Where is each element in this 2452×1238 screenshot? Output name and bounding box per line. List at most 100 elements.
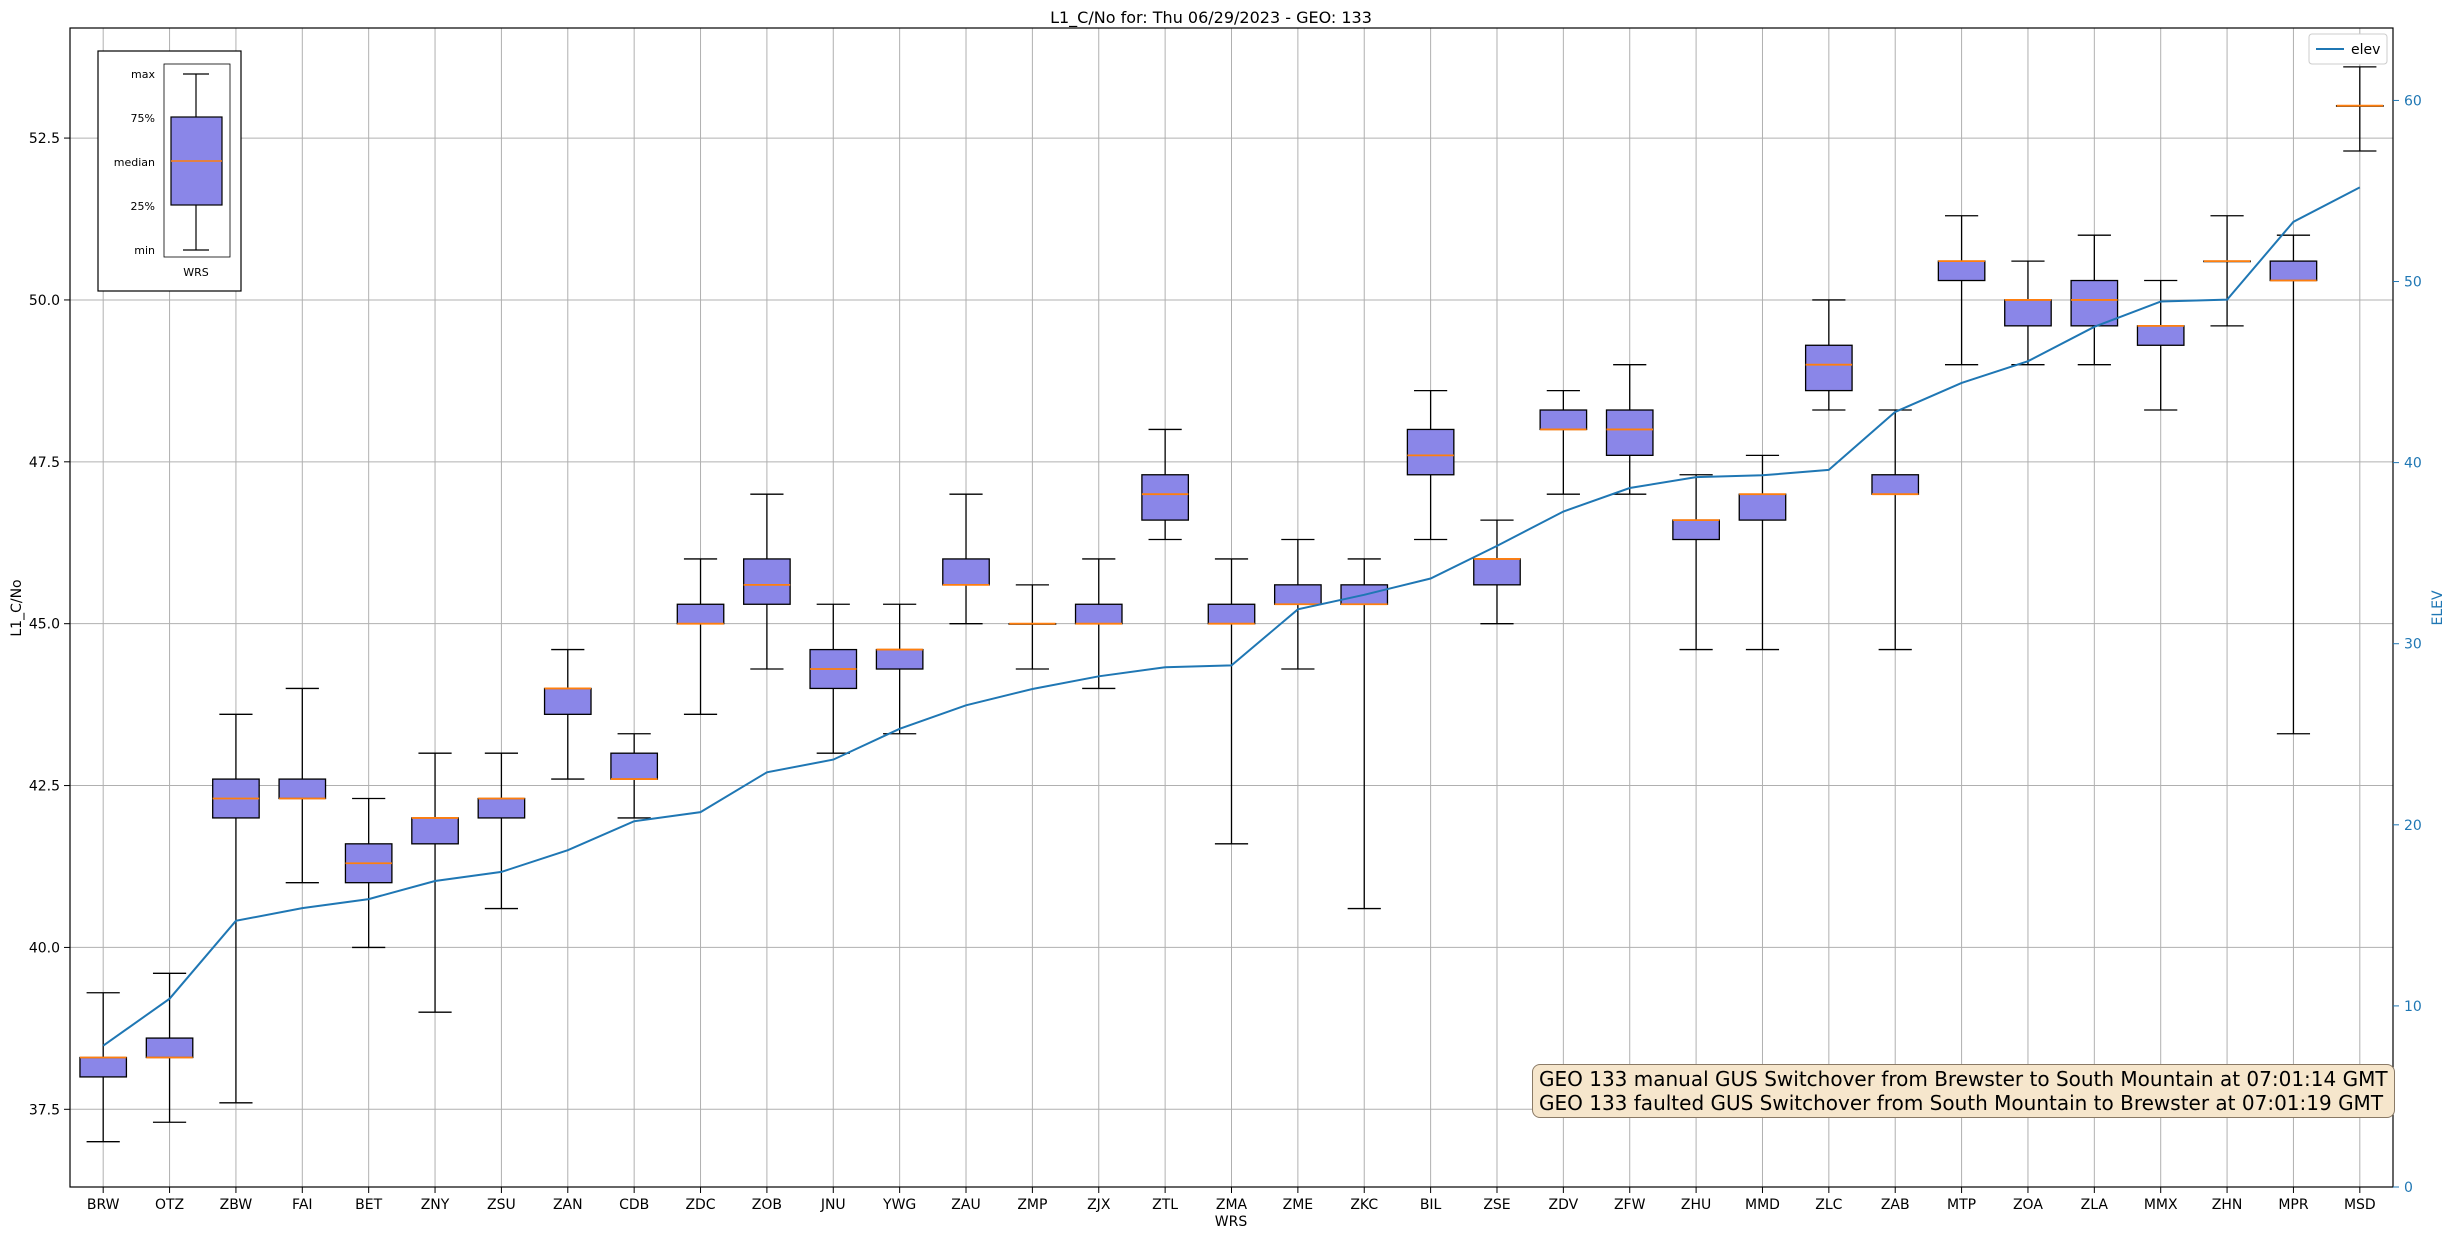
y2-tick-label: 0 xyxy=(2404,1180,2413,1196)
x-tick-label-mtp: MTP xyxy=(1947,1197,1976,1213)
box-zma xyxy=(1207,603,1256,625)
chart-title: L1_C/No for: Thu 06/29/2023 - GEO: 133 xyxy=(1050,8,1372,28)
box-zhu xyxy=(1672,519,1720,541)
y-tick-label: 40.0 xyxy=(29,940,60,956)
box-zdv xyxy=(1539,409,1588,431)
legend-label-elev: elev xyxy=(2351,42,2380,58)
x-tick-label-zoa: ZOA xyxy=(2013,1197,2043,1213)
x-tick-label-brw: BRW xyxy=(87,1197,120,1213)
x-tick-label-zdv: ZDV xyxy=(1549,1197,1579,1213)
elev-series xyxy=(102,186,2361,1047)
box-bil xyxy=(1406,428,1455,476)
y2-axis-label: ELEV xyxy=(2430,590,2446,625)
inset-outer-frame xyxy=(97,50,242,292)
x-tick-label-zfw: ZFW xyxy=(1614,1197,1646,1213)
x-tick-label-mmx: MMX xyxy=(2144,1197,2178,1213)
x-tick-label-zmp: ZMP xyxy=(1017,1197,1047,1213)
x-tick-label-zdc: ZDC xyxy=(685,1197,715,1213)
x-tick-label-zsu: ZSU xyxy=(487,1197,516,1213)
box-series xyxy=(79,66,2384,1143)
box-fai xyxy=(278,778,327,800)
annotation-box: GEO 133 manual GUS Switchover from Brews… xyxy=(1532,1064,2395,1118)
x-tick-label-jnu: JNU xyxy=(820,1197,846,1213)
inset-axes-frame xyxy=(163,63,231,258)
inset-label-q1: 25% xyxy=(131,200,155,213)
inset-label-q3: 75% xyxy=(131,112,155,125)
box-zau xyxy=(942,558,990,586)
x-tick-label-bet: BET xyxy=(355,1197,382,1213)
x-tick-label-zse: ZSE xyxy=(1483,1197,1510,1213)
x-tick-label-zjx: ZJX xyxy=(1087,1197,1111,1213)
x-tick-label-zab: ZAB xyxy=(1881,1197,1910,1213)
box-zny xyxy=(411,817,459,845)
annotation-line-1: GEO 133 manual GUS Switchover from Brews… xyxy=(1539,1067,2388,1091)
y2-tick-label: 50 xyxy=(2404,275,2422,291)
y-tick-label: 37.5 xyxy=(29,1102,60,1118)
x-tick-label-ztl: ZTL xyxy=(1152,1197,1178,1213)
box-zlc xyxy=(1804,344,1853,392)
box-otz xyxy=(145,1037,194,1059)
box-zse xyxy=(1473,558,1521,586)
x-tick-label-zla: ZLA xyxy=(2081,1197,2109,1213)
x-tick-label-zhu: ZHU xyxy=(1681,1197,1711,1213)
y-tick-label: 47.5 xyxy=(29,455,60,471)
inset-category-label: WRS xyxy=(183,266,209,279)
x-tick-label-otz: OTZ xyxy=(155,1197,184,1213)
y2-tick-label: 30 xyxy=(2404,637,2422,653)
y-axis: 37.5 40.0 42.5 45.0 47.5 50.0 52.5 xyxy=(29,131,70,1118)
box-zfw xyxy=(1605,409,1654,456)
box-zla xyxy=(2070,279,2119,327)
y-axis-label: L1_C/No xyxy=(9,579,25,636)
inset-label-max: max xyxy=(131,68,155,81)
x-tick-label-mpr: MPR xyxy=(2278,1197,2309,1213)
x-tick-label-mmd: MMD xyxy=(1745,1197,1780,1213)
x-tick-label-zan: ZAN xyxy=(553,1197,583,1213)
x-tick-label-bil: BIL xyxy=(1420,1197,1442,1213)
x-tick-label-zbw: ZBW xyxy=(220,1197,253,1213)
box-zjx xyxy=(1074,603,1123,625)
box-zob xyxy=(743,558,791,605)
inset-label-median: median xyxy=(114,156,155,169)
box-zoa xyxy=(2004,299,2052,327)
box-mmx xyxy=(2136,325,2185,346)
box-zan xyxy=(543,687,592,715)
y2-tick-label: 20 xyxy=(2404,818,2422,834)
box-zab xyxy=(1871,474,1920,495)
box-zdc xyxy=(676,603,725,625)
x-tick-label-cdb: CDB xyxy=(619,1197,649,1213)
x-tick-label-msd: MSD xyxy=(2344,1197,2376,1213)
x-tick-label-zlc: ZLC xyxy=(1815,1197,1842,1213)
box-mmd xyxy=(1738,493,1787,521)
x-axis-label: WRS xyxy=(1215,1214,1248,1230)
legend-frame xyxy=(2308,33,2388,65)
box-zsu xyxy=(477,797,526,819)
x-tick-label-zob: ZOB xyxy=(752,1197,782,1213)
y-tick-label: 45.0 xyxy=(29,617,60,633)
inset-label-min: min xyxy=(134,244,155,257)
box-zme xyxy=(1273,584,1322,605)
elev-line xyxy=(102,186,2361,1047)
box-ztl xyxy=(1141,474,1190,521)
y-tick-label: 52.5 xyxy=(29,131,60,147)
annotation-line-2: GEO 133 faulted GUS Switchover from Sout… xyxy=(1539,1091,2384,1115)
x-tick-label-fai: FAI xyxy=(292,1197,312,1213)
x-tick-label-zkc: ZKC xyxy=(1350,1197,1378,1213)
x-tick-label-zma: ZMA xyxy=(1216,1197,1248,1213)
box-mtp xyxy=(1937,260,1986,282)
x-tick-label-zau: ZAU xyxy=(951,1197,980,1213)
box-brw xyxy=(79,1056,128,1078)
box-mpr xyxy=(2269,260,2318,282)
y2-tick-label: 60 xyxy=(2404,93,2422,109)
y-tick-label: 42.5 xyxy=(29,779,60,795)
y2-axis: 0 10 20 30 40 50 60 xyxy=(2393,93,2422,1196)
y-tick-label: 50.0 xyxy=(29,293,60,309)
y2-tick-label: 10 xyxy=(2404,999,2422,1015)
x-tick-label-ywg: YWG xyxy=(882,1197,916,1213)
x-axis: BRW OTZ ZBW FAI BET ZNY ZSU ZAN CDB ZDC ZOB JNU YWG Z… xyxy=(87,1187,2376,1213)
box-ywg xyxy=(875,648,924,670)
legend: elev xyxy=(2308,33,2388,65)
box-cdb xyxy=(610,752,659,780)
inset-legend: max 75% median 25% min WRS xyxy=(97,50,242,292)
x-tick-label-zhn: ZHN xyxy=(2212,1197,2243,1213)
